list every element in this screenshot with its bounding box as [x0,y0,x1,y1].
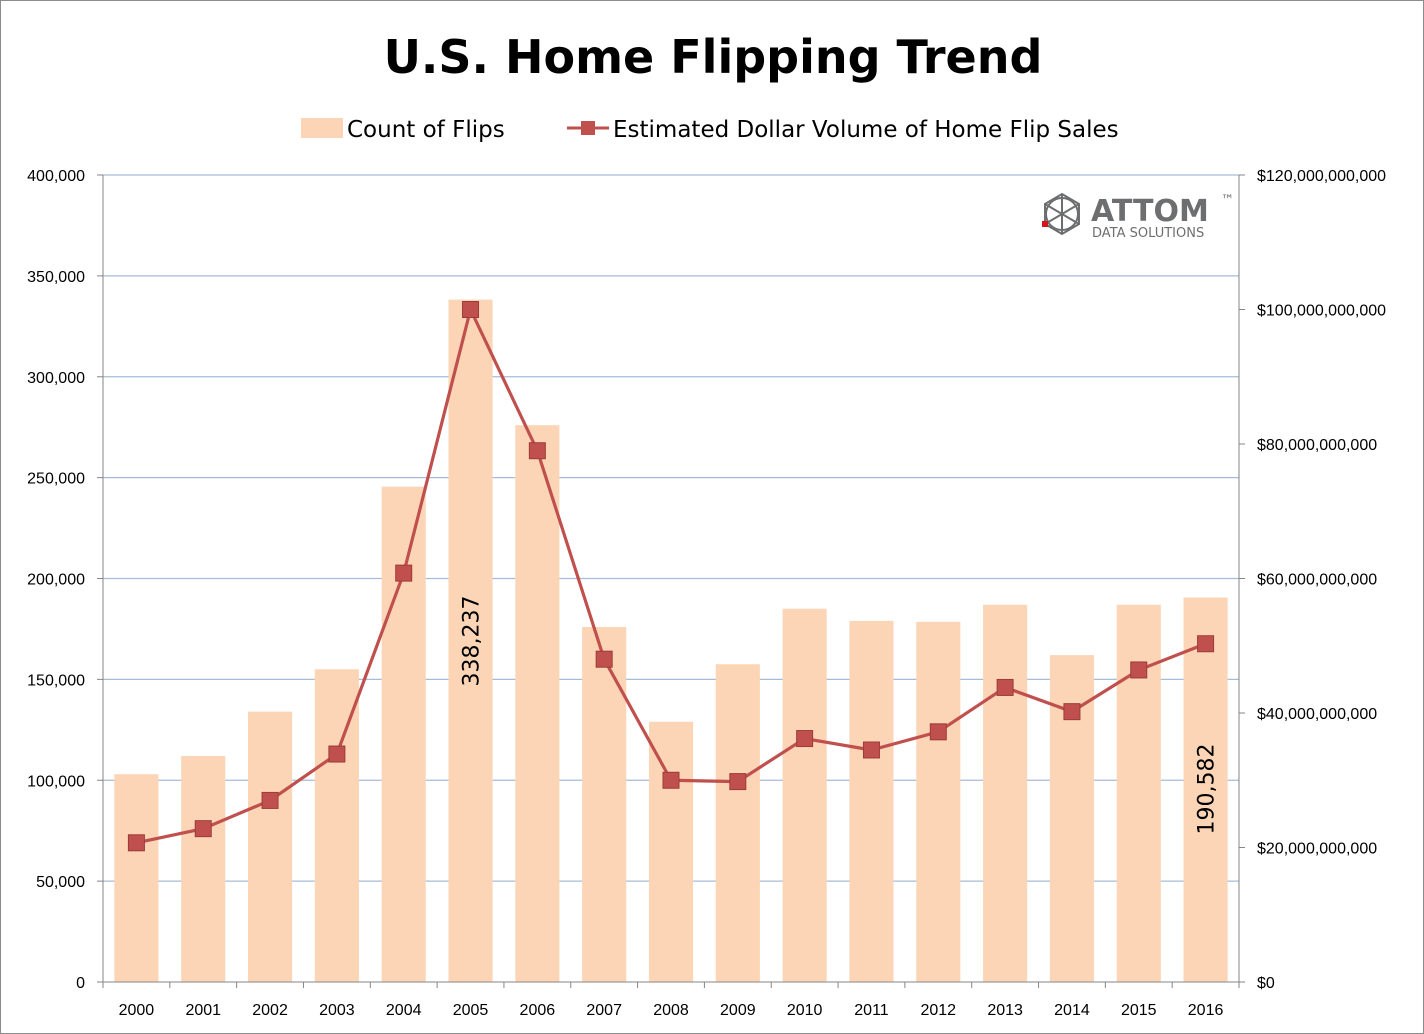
x-axis-tick-label: 2001 [185,1002,221,1019]
bar-2009 [715,664,760,982]
marker-2000 [127,834,145,852]
x-axis-tick-label: 2010 [787,1002,823,1019]
x-axis-tick-label: 2002 [252,1002,288,1019]
left-axis-tick-label: 350,000 [27,269,85,286]
left-axis-tick-label: 150,000 [27,672,85,689]
x-axis-tick-label: 2014 [1054,1002,1090,1019]
bar-2011 [849,620,894,982]
legend-label-bars: Count of Flips [347,117,505,143]
marker-2003 [328,745,346,763]
marker-2008 [662,771,680,789]
right-axis-tick-label: $120,000,000,000 [1257,168,1386,185]
bar-2000 [114,774,159,982]
data-label-2005: 338,237 [460,596,485,687]
marker-2010 [796,730,814,748]
left-axis-tick-label: 250,000 [27,471,85,488]
marker-2005 [462,301,480,318]
right-axis-tick-label: $20,000,000,000 [1257,841,1377,858]
legend-label-line: Estimated Dollar Volume of Home Flip Sal… [613,117,1119,143]
right-axis-tick-label: $40,000,000,000 [1257,706,1377,723]
marker-2013 [996,678,1014,696]
bar-2008 [648,721,694,982]
x-axis-tick-label: 2013 [987,1002,1023,1019]
marker-2011 [862,741,880,759]
bar-2012 [916,621,961,982]
x-axis-tick-label: 2012 [920,1002,956,1019]
legend: Count of Flips Estimated Dollar Volume o… [301,117,1119,143]
left-axis-tick-label: 400,000 [27,168,85,185]
logo-trademark: ™ [1221,193,1234,208]
bars [114,299,1228,983]
line-series [127,301,1215,852]
marker-2007 [595,650,613,668]
x-axis-tick-label: 2016 [1188,1002,1224,1019]
x-axis-tick-label: 2003 [319,1002,355,1019]
attom-logo-icon [1042,192,1080,236]
bar-2003 [314,669,359,982]
marker-2002 [261,791,279,809]
bar-2015 [1116,604,1161,982]
bar-2007 [582,626,627,982]
bar-2005 [448,299,493,983]
x-axis-tick-label: 2015 [1121,1002,1157,1019]
right-axis-tick-label: $0 [1257,975,1275,992]
left-axis-tick-label: 200,000 [27,572,85,589]
right-axis-tick-label: $60,000,000,000 [1257,572,1377,589]
logo-wordmark: ATTOM [1091,194,1209,229]
x-axis-tick-label: 2006 [520,1002,556,1019]
bar-2013 [983,604,1028,982]
bar-2016 [1183,597,1228,982]
gridlines [103,174,1239,882]
marker-2016 [1197,635,1215,653]
chart-title: U.S. Home Flipping Trend [384,30,1043,84]
marker-2014 [1063,703,1081,721]
marker-2004 [395,564,413,582]
attom-logo: ATTOM ™ DATA SOLUTIONS [1042,192,1234,241]
axes: 0 50,000 100,000 150,000 200,000 250,000 300,0… [27,168,1386,1019]
data-label-2016: 190,582 [1195,744,1220,835]
x-axis-tick-label: 2000 [119,1002,155,1019]
bar-2004 [381,486,426,982]
right-axis-tick-label: $80,000,000,000 [1257,437,1377,454]
left-axis-tick-label: 50,000 [36,874,85,891]
bar-2002 [248,711,293,982]
x-axis-tick-label: 2005 [453,1002,489,1019]
bar-2010 [782,608,827,982]
marker-2006 [528,442,546,460]
marker-2012 [929,723,947,741]
left-axis-tick-label: 300,000 [27,370,85,387]
data-labels: 338,237 190,582 [460,596,1220,835]
bar-2006 [515,425,560,982]
left-axis-tick-label: 0 [76,975,85,992]
marker-2009 [729,773,747,791]
legend-swatch-bars [301,118,343,138]
x-axis-tick-label: 2009 [720,1002,756,1019]
legend-marker-line [581,121,595,135]
marker-2001 [194,820,212,838]
x-axis-tick-label: 2011 [854,1002,889,1019]
x-axis-tick-label: 2007 [586,1002,622,1019]
logo-subtitle: DATA SOLUTIONS [1092,226,1204,241]
right-axis-tick-label: $100,000,000,000 [1257,303,1386,320]
bar-2001 [181,756,226,982]
left-axis-tick-label: 100,000 [27,773,85,790]
marker-2015 [1130,661,1148,679]
x-axis-tick-label: 2004 [386,1002,422,1019]
x-axis-tick-label: 2008 [653,1002,689,1019]
